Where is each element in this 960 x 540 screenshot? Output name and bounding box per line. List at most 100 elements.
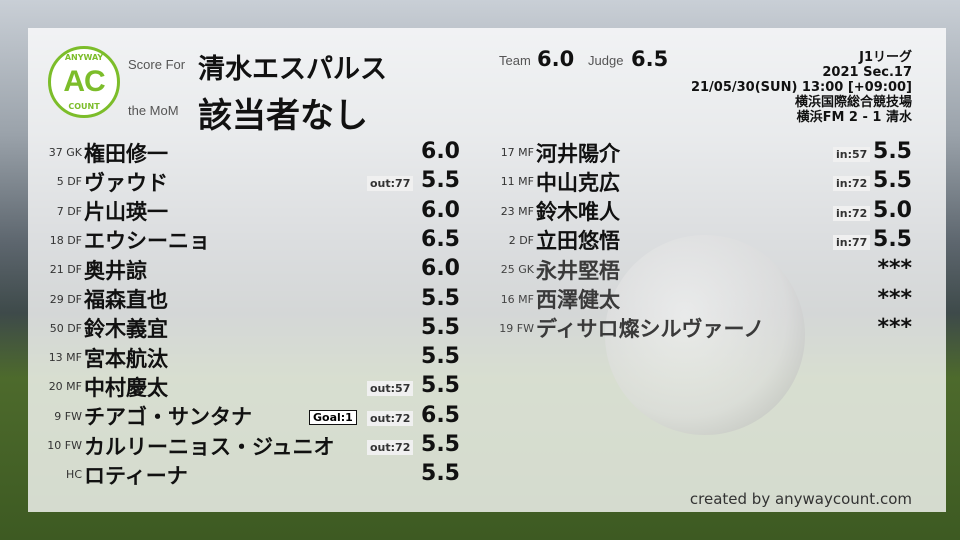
player-number-position: 9 FW [54, 409, 82, 423]
player-rating: 5.5 [421, 461, 460, 487]
player-name: ヴァウド [84, 170, 168, 195]
player-rating: 5.5 [421, 168, 460, 194]
player-number-position: 37 GK [48, 146, 82, 159]
substitution-badge: in:72 [833, 205, 871, 221]
mom-name: 該当者なし [198, 96, 368, 136]
judge-score: 6.5 [631, 47, 669, 71]
league: J1リーグ [859, 50, 912, 65]
player-number-position: 29 DF [49, 292, 82, 306]
background-panel [28, 28, 946, 512]
player-name: カルリーニョス・ジュニオ [84, 434, 335, 459]
team-score: 6.0 [537, 47, 575, 71]
soccer-ball-image [605, 235, 805, 435]
player-name: 永井堅梧 [536, 258, 620, 283]
judge-label: Judge [588, 53, 624, 68]
substitution-badge: in:72 [833, 176, 871, 192]
mom-label: the MoM [128, 103, 179, 118]
player-number-position: 16 MF [500, 292, 534, 306]
player-number-position: 13 MF [48, 351, 82, 365]
section: 2021 Sec.17 [822, 65, 912, 80]
player-name: エウシーニョ [84, 229, 210, 254]
player-name: 河井陽介 [536, 141, 620, 166]
player-row: 7 DF 片山瑛一 [34, 197, 168, 226]
player-name: 立田悠悟 [536, 229, 620, 254]
logo-text-bottom: COUNT [68, 102, 100, 111]
player-rating: *** [877, 285, 912, 311]
player-number-position: 21 DF [49, 263, 82, 277]
player-row: 18 DF エウシーニョ [34, 226, 210, 255]
player-name: 中村慶太 [84, 375, 168, 400]
player-row: 29 DF 福森直也 [34, 285, 168, 314]
team-name: 清水エスパルス [198, 54, 387, 85]
player-name: ディサロ燦シルヴァーノ [536, 317, 765, 342]
player-rating: 5.5 [421, 285, 460, 311]
player-name: 権田修一 [84, 141, 168, 166]
player-number-position: 25 GK [500, 263, 534, 277]
player-name: 鈴木義宜 [84, 317, 168, 342]
player-rating: 6.5 [421, 402, 460, 428]
team-label: Team [499, 53, 531, 68]
player-number-position: 5 DF [56, 175, 82, 189]
anywaycount-logo: ANYWAY AC COUNT [48, 46, 120, 118]
match-info: J1リーグ 2021 Sec.17 21/05/30(SUN) 13:00 [+… [691, 50, 912, 125]
player-number-position: 50 DF [49, 321, 82, 335]
player-row: 25 GK 永井堅梧 [486, 255, 620, 284]
player-number-position: 2 DF [508, 233, 534, 247]
goal-badge: Goal:1 [309, 409, 357, 425]
player-rating: 5.5 [873, 139, 912, 164]
player-number-position: 7 DF [56, 204, 82, 218]
player-row: 37 GK 権田修一 [34, 138, 168, 167]
player-number-position: 18 DF [49, 233, 82, 247]
player-rating: 5.5 [873, 226, 912, 252]
player-number-position: 10 FW [47, 439, 82, 452]
player-rating: 5.5 [421, 344, 460, 370]
player-rating: 5.0 [873, 197, 912, 223]
player-row: 21 DF 奥井諒 [34, 255, 147, 284]
player-row: 50 DF 鈴木義宜 [34, 314, 168, 343]
logo-text-top: ANYWAY [64, 53, 104, 62]
player-row: 5 DF ヴァウド [34, 167, 168, 196]
player-rating: 5.5 [421, 432, 460, 457]
player-rating: 5.5 [873, 168, 912, 194]
player-number-position: 11 MF [500, 175, 534, 189]
player-rating: *** [877, 314, 912, 340]
player-name: 宮本航汰 [84, 346, 168, 371]
player-name: 西澤健太 [536, 288, 620, 312]
player-row: HC ロティーナ [34, 460, 188, 489]
substitution-badge: out:72 [367, 410, 414, 426]
score-for-label: Score For [128, 57, 186, 72]
player-row: 16 MF 西澤健太 [486, 285, 620, 314]
player-name: チアゴ・サンタナ [84, 405, 252, 430]
player-rating: 6.0 [421, 139, 460, 164]
player-number-position: 19 FW [499, 321, 534, 335]
player-row: 19 FW ディサロ燦シルヴァーノ [486, 314, 764, 343]
player-name: 片山瑛一 [84, 200, 168, 225]
logo-text-ac: AC [63, 65, 105, 98]
credit: created by anywaycount.com [689, 490, 912, 508]
player-name: ロティーナ [84, 463, 188, 488]
player-row: 9 FW チアゴ・サンタナ [34, 402, 252, 431]
substitution-badge: out:72 [367, 440, 414, 455]
player-number-position: 17 MF [500, 146, 534, 159]
player-rating: 6.0 [421, 256, 460, 282]
match-result: 横浜FM 2 - 1 清水 [796, 110, 912, 125]
player-name: 奥井諒 [84, 258, 147, 283]
player-row: 11 MF 中山克広 [486, 167, 620, 196]
player-number-position: 20 MF [48, 380, 82, 394]
venue: 横浜国際総合競技場 [794, 95, 912, 110]
substitution-badge: out:77 [367, 176, 414, 192]
match-datetime: 21/05/30(SUN) 13:00 [+09:00] [690, 80, 912, 95]
player-rating: 5.5 [421, 373, 460, 399]
player-rating: 5.5 [421, 314, 460, 340]
player-row: 13 MF 宮本航汰 [34, 343, 168, 372]
player-row: 20 MF 中村慶太 [34, 372, 168, 401]
player-name: 鈴木唯人 [536, 200, 620, 225]
player-rating: *** [877, 256, 912, 282]
player-row: 10 FW カルリーニョス・ジュニオ [34, 431, 335, 460]
substitution-badge: out:57 [367, 381, 414, 397]
player-number-position: HC [66, 468, 82, 482]
player-row: 17 MF 河井陽介 [486, 138, 620, 167]
player-name: 福森直也 [84, 288, 168, 312]
substitution-badge: in:77 [833, 234, 871, 250]
player-row: 2 DF 立田悠悟 [486, 226, 620, 255]
